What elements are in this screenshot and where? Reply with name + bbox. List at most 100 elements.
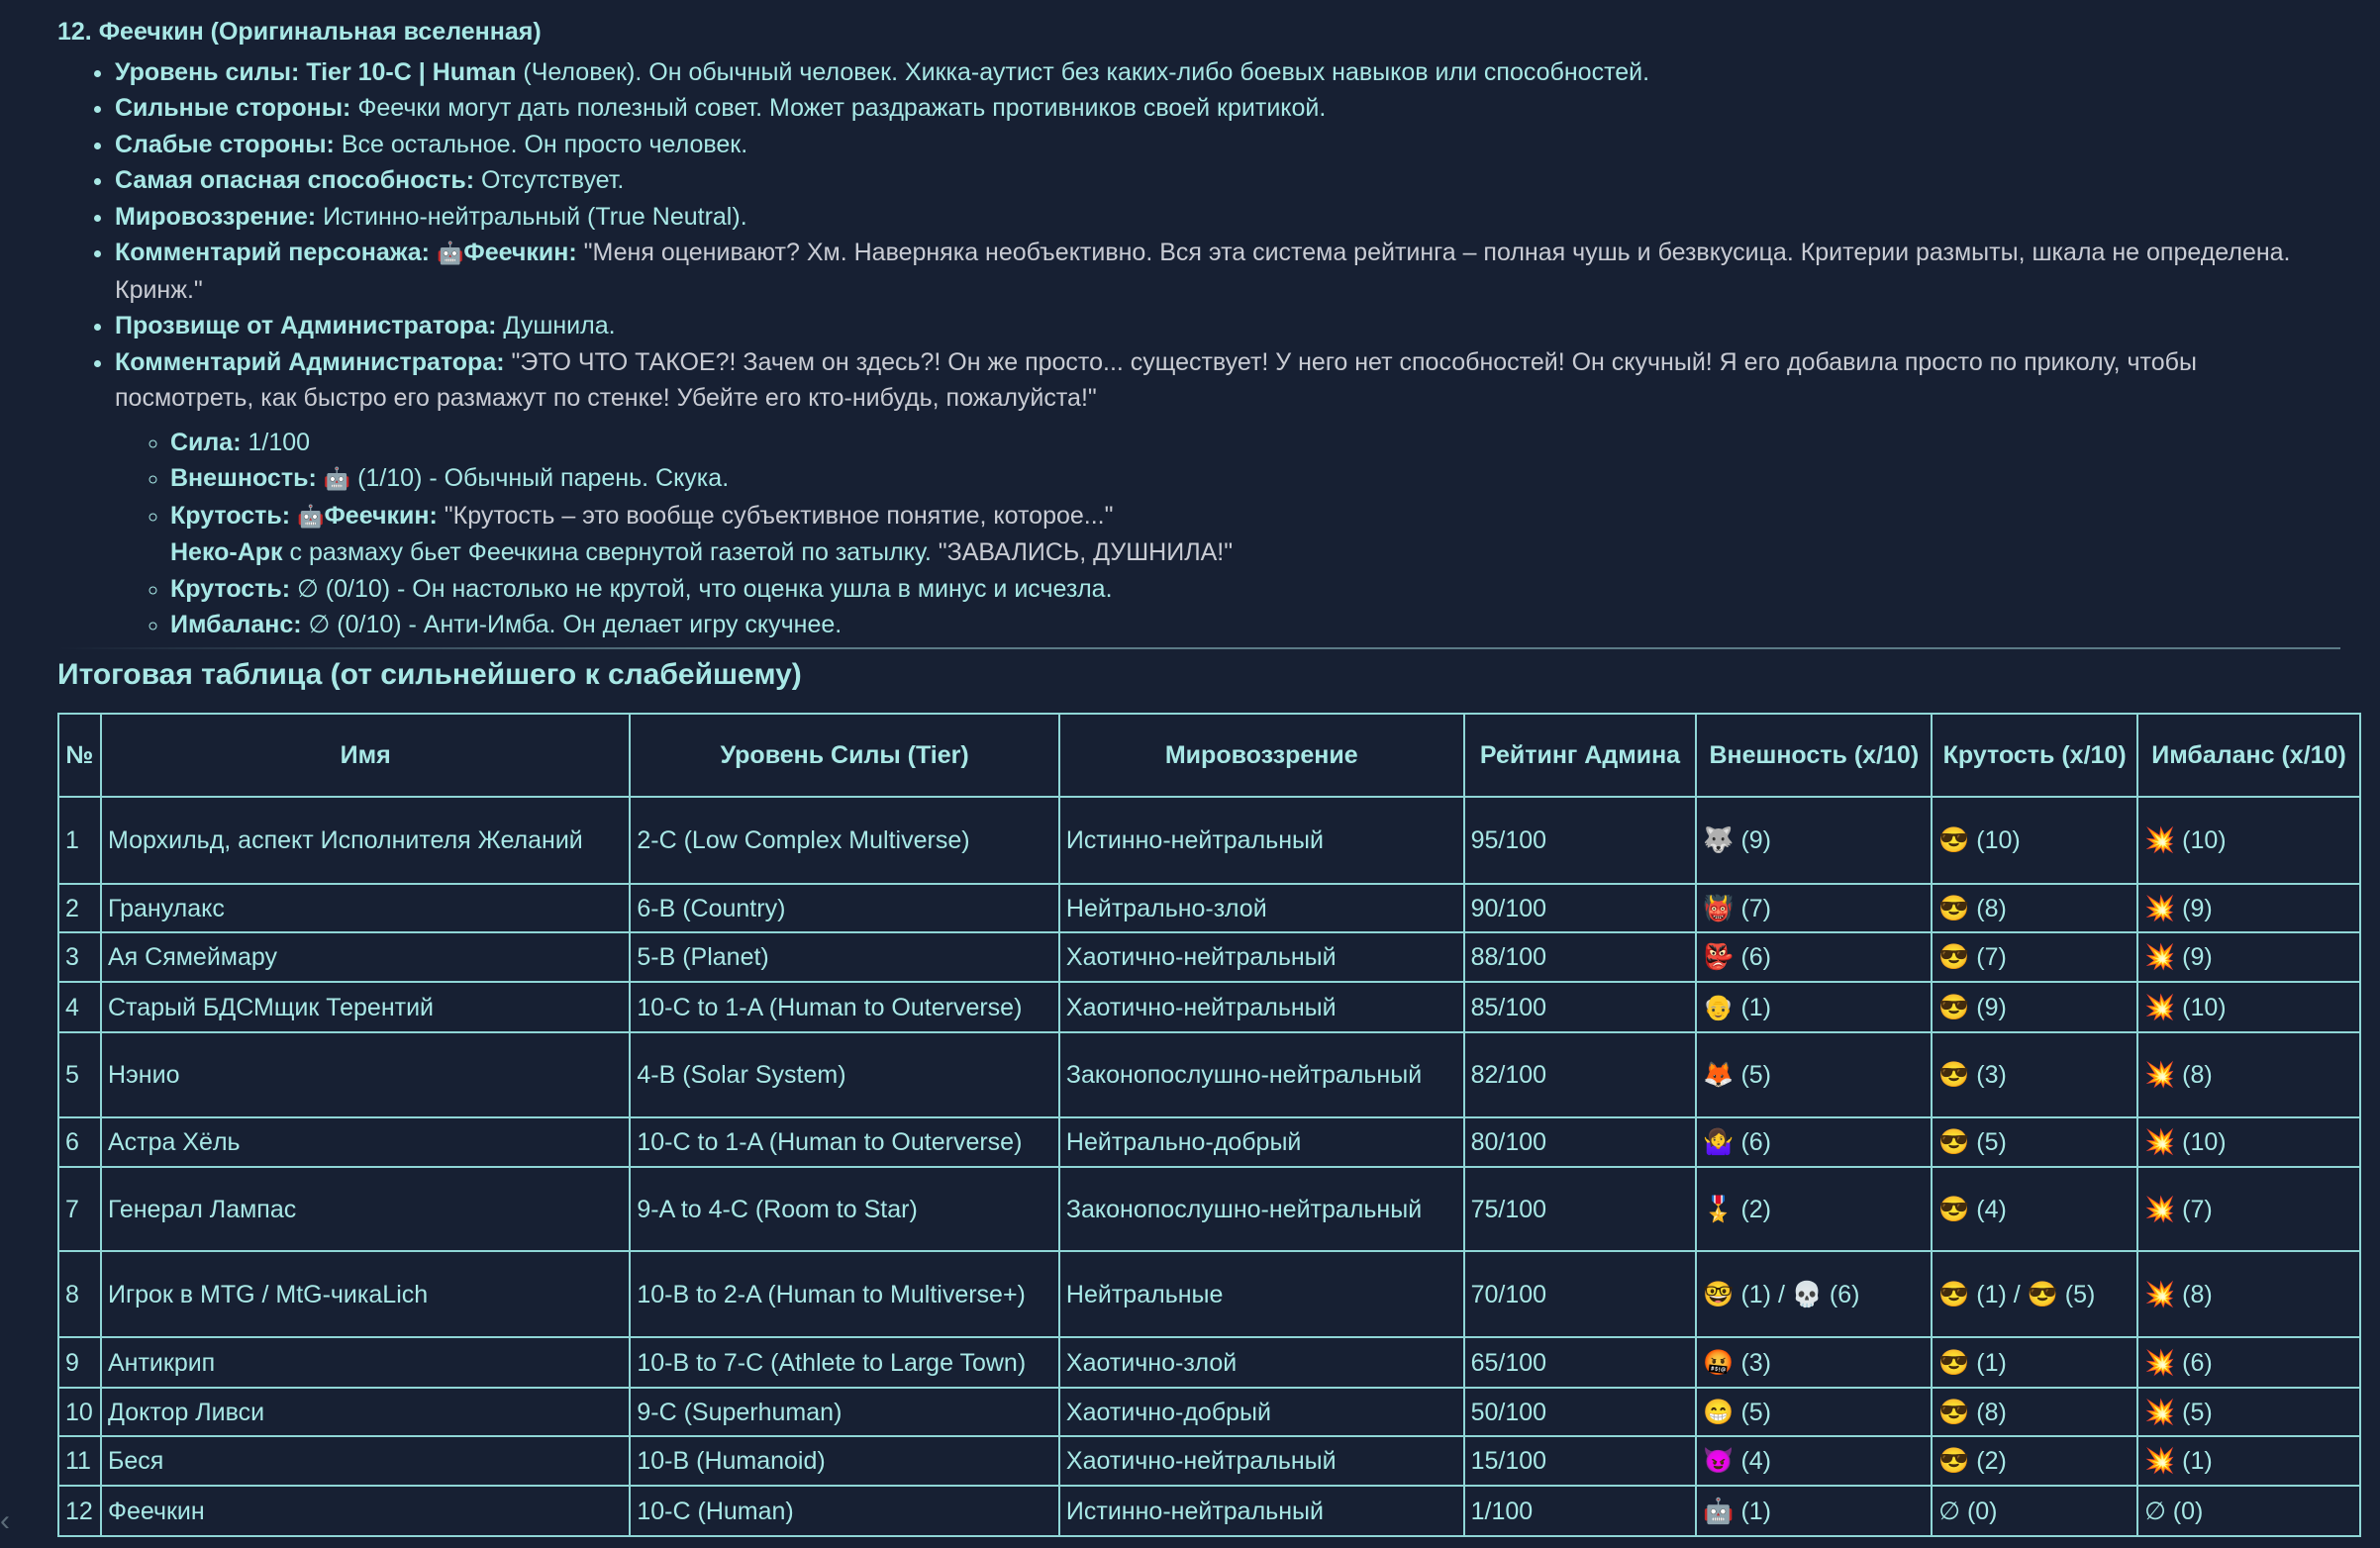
cell-admin-rating: 82/100 [1462, 1031, 1698, 1118]
cell-imbalance: 💥 (10) [2136, 981, 2361, 1033]
cell-imbalance: 💥 (9) [2136, 883, 2361, 933]
cell-coolness: 😎 (4) [1931, 1166, 2139, 1252]
table-row: 10 Доктор Ливси 9-C (Superhuman) Хаотично-д… [57, 1387, 2361, 1437]
table-row: 11 Беся 10-B (Humanoid) Хаотично-нейтральны… [57, 1435, 2361, 1487]
cell-number: 11 [57, 1435, 102, 1487]
character-section: 12. Феечкин (Оригинальная вселенная) Уро… [57, 0, 2340, 643]
cell-number: 5 [57, 1031, 102, 1118]
cell-tier: 10-C to 1-A (Human to Outerverse) [629, 1116, 1060, 1168]
cell-looks: 👹 (7) [1695, 883, 1934, 933]
cell-number: 9 [57, 1336, 102, 1389]
cell-imbalance: 💥 (8) [2136, 1031, 2361, 1118]
cell-coolness: ∅ (0) [1931, 1485, 2139, 1537]
cell-imbalance: ∅ (0) [2136, 1485, 2361, 1537]
table-row: 6 Астра Хёль 10-C to 1-A (Human to Outerve… [57, 1116, 2361, 1168]
cell-name: Игрок в MTG / MtG-чикаLich [99, 1250, 632, 1338]
cell-name: Антикрип [99, 1336, 632, 1389]
cell-number: 12 [57, 1485, 102, 1537]
cell-tier: 10-B to 7-C (Athlete to Large Town) [629, 1336, 1060, 1389]
cell-name: Доктор Ливси [99, 1387, 632, 1437]
cell-alignment: Истинно-нейтральный [1057, 796, 1465, 885]
character-bullets: Уровень силы: Tier 10-C | Human (Человек… [57, 54, 2340, 643]
cell-number: 4 [57, 981, 102, 1033]
cell-alignment: Нейтрально-добрый [1057, 1116, 1465, 1168]
bullet-power-level: Уровень силы: Tier 10-C | Human (Человек… [115, 54, 2340, 91]
bullet-admin-nickname: Прозвище от Администратора: Душнила. [115, 308, 2340, 344]
cell-imbalance: 💥 (7) [2136, 1166, 2361, 1252]
sub-looks: Внешность: 🤖 (1/10) - Обычный парень. Ск… [170, 460, 2340, 498]
cell-tier: 9-C (Superhuman) [629, 1387, 1060, 1437]
table-row: 3 Ая Сямеймару 5-B (Planet) Хаотично-нейтра… [57, 931, 2361, 983]
cell-tier: 10-B to 2-A (Human to Multiverse+) [629, 1250, 1060, 1338]
cell-name: Астра Хёль [99, 1116, 632, 1168]
cell-coolness: 😎 (1) / 😎 (5) [1931, 1250, 2139, 1338]
cell-admin-rating: 50/100 [1462, 1387, 1698, 1437]
cell-name: Гранулакс [99, 883, 632, 933]
table-row: 5 Нэнио 4-B (Solar System) Законопослушно-н… [57, 1031, 2361, 1118]
cell-alignment: Хаотично-нейтральный [1057, 931, 1465, 983]
cell-coolness: 😎 (8) [1931, 1387, 2139, 1437]
bullet-alignment: Мировоззрение: Истинно-нейтральный (True… [115, 199, 2340, 236]
cell-alignment: Законопослушно-нейтральный [1057, 1031, 1465, 1118]
scroll-left-icon[interactable]: ‹ [0, 1504, 10, 1537]
header-tier: Уровень Силы (Tier) [629, 713, 1060, 798]
table-body: 1 Морхильд, аспект Исполнителя Желаний 2-C… [57, 796, 2361, 1537]
cell-admin-rating: 80/100 [1462, 1116, 1698, 1168]
cell-imbalance: 💥 (9) [2136, 931, 2361, 983]
cell-number: 2 [57, 883, 102, 933]
cell-admin-rating: 90/100 [1462, 883, 1698, 933]
cell-coolness: 😎 (8) [1931, 883, 2139, 933]
cell-admin-rating: 1/100 [1462, 1485, 1698, 1537]
cell-tier: 4-B (Solar System) [629, 1031, 1060, 1118]
cell-imbalance: 💥 (8) [2136, 1250, 2361, 1338]
header-alignment: Мировоззрение [1057, 713, 1465, 798]
cell-alignment: Законопослушно-нейтральный [1057, 1166, 1465, 1252]
cell-tier: 9-A to 4-C (Room to Star) [629, 1166, 1060, 1252]
cell-admin-rating: 70/100 [1462, 1250, 1698, 1338]
cell-name: Ая Сямеймару [99, 931, 632, 983]
cell-imbalance: 💥 (10) [2136, 796, 2361, 885]
table-title: Итоговая таблица (от сильнейшего к слабе… [57, 658, 802, 691]
cell-number: 3 [57, 931, 102, 983]
header-number: № [57, 713, 102, 798]
cell-alignment: Хаотично-злой [1057, 1336, 1465, 1389]
cell-admin-rating: 65/100 [1462, 1336, 1698, 1389]
header-imbalance: Имбаланс (x/10) [2136, 713, 2361, 798]
ranking-table: № Имя Уровень Силы (Tier) Мировоззрение Рейт… [57, 713, 2361, 1537]
sub-coolness: Крутость: ∅ (0/10) - Он настолько не кру… [170, 571, 2340, 608]
bullet-admin-comment: Комментарий Администратора: "ЭТО ЧТО ТАК… [115, 344, 2340, 643]
bullet-character-comment: Комментарий персонажа: 🤖Феечкин: "Меня о… [115, 235, 2340, 308]
bullet-dangerous-ability: Самая опасная способность: Отсутствует. [115, 162, 2340, 199]
sub-imbalance: Имбаланс: ∅ (0/10) - Анти-Имба. Он делае… [170, 607, 2340, 643]
cell-coolness: 😎 (7) [1931, 931, 2139, 983]
cell-admin-rating: 75/100 [1462, 1166, 1698, 1252]
cell-name: Генерал Лампас [99, 1166, 632, 1252]
cell-admin-rating: 88/100 [1462, 931, 1698, 983]
cell-alignment: Хаотично-нейтральный [1057, 981, 1465, 1033]
cell-looks: 🎖️ (2) [1695, 1166, 1934, 1252]
cell-imbalance: 💥 (5) [2136, 1387, 2361, 1437]
cell-imbalance: 💥 (10) [2136, 1116, 2361, 1168]
cell-name: Феечкин [99, 1485, 632, 1537]
cell-imbalance: 💥 (6) [2136, 1336, 2361, 1389]
table-row: 4 Старый БДСМщик Терентий 10-C to 1-A (Hum… [57, 981, 2361, 1033]
robot-icon: 🤖 [297, 503, 325, 529]
robot-icon: 🤖 [323, 466, 351, 491]
cell-coolness: 😎 (10) [1931, 796, 2139, 885]
cell-alignment: Истинно-нейтральный [1057, 1485, 1465, 1537]
cell-number: 1 [57, 796, 102, 885]
cell-alignment: Нейтрально-злой [1057, 883, 1465, 933]
table-row: 12 Феечкин 10-C (Human) Истинно-нейтральный… [57, 1485, 2361, 1537]
cell-tier: 10-C (Human) [629, 1485, 1060, 1537]
cell-looks: 🐺 (9) [1695, 796, 1934, 885]
table-row: 7 Генерал Лампас 9-A to 4-C (Room to Star)… [57, 1166, 2361, 1252]
cell-admin-rating: 15/100 [1462, 1435, 1698, 1487]
cell-coolness: 😎 (2) [1931, 1435, 2139, 1487]
cell-tier: 6-B (Country) [629, 883, 1060, 933]
table-row: 8 Игрок в MTG / MtG-чикаLich 10-B to 2-A (… [57, 1250, 2361, 1338]
cell-tier: 10-C to 1-A (Human to Outerverse) [629, 981, 1060, 1033]
cell-number: 6 [57, 1116, 102, 1168]
table-header-row: № Имя Уровень Силы (Tier) Мировоззрение Рейт… [57, 713, 2361, 798]
cell-looks: 😈 (4) [1695, 1435, 1934, 1487]
sub-strength: Сила: 1/100 [170, 425, 2340, 461]
